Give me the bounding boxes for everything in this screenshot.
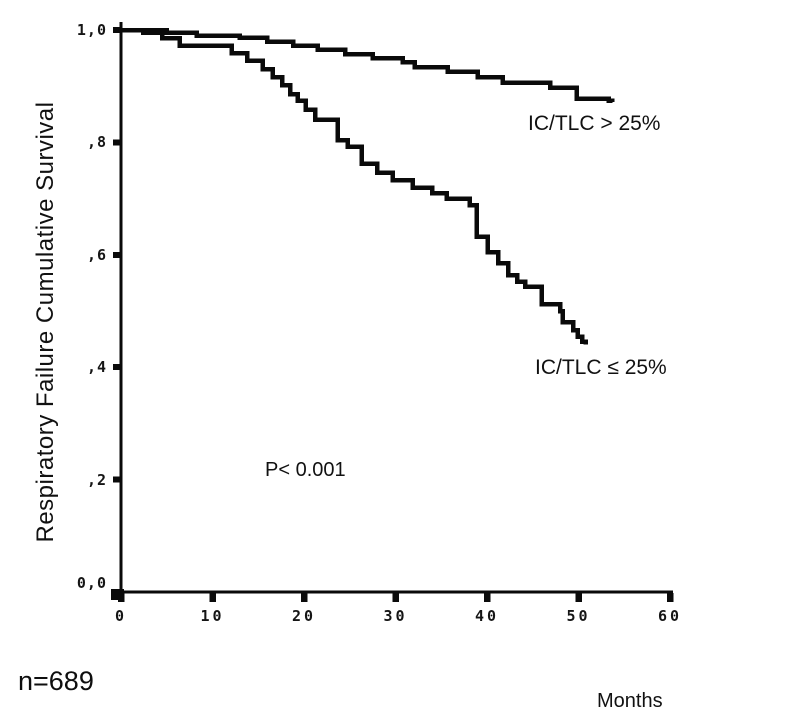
y-tick-label: 0,0 [76,574,107,592]
p-value-annotation: P< 0.001 [265,459,346,481]
y-axis-tick [113,27,122,33]
survival-curve-ic-tlc-le-25 [121,27,589,345]
y-tick-label: ,8 [86,133,107,152]
curve-label-ic-tlc-gt-25: IC/TLC > 25% [528,112,661,135]
x-axis-tick [484,593,491,602]
y-axis-line [119,22,123,593]
x-tick-label: 0 [114,607,128,625]
y-tick-label: ,6 [86,245,107,264]
curve-label-ic-tlc-le-25: IC/TLC ≤ 25% [535,356,667,379]
y-axis-tick [113,251,122,258]
y-tick-label: 1,0 [76,21,107,39]
x-axis-tick [301,593,308,602]
x-tick-label: 50 [566,607,591,625]
x-axis-tick [667,593,674,602]
x-tick-label: 30 [383,607,408,625]
x-axis-tick [392,593,399,602]
y-axis-tick [113,139,122,146]
x-tick-label: 10 [200,607,225,625]
x-axis-line [119,590,673,594]
y-axis-tick [113,476,122,483]
x-tick-label: 60 [657,607,683,625]
x-axis-tick [118,593,125,602]
survival-curve-ic-tlc-gt-25 [121,27,615,104]
y-axis-tick [113,364,122,371]
y-tick-label: ,4 [86,358,107,377]
x-axis-tick [575,593,582,602]
y-axis-origin-tick [111,589,124,600]
y-tick-label: ,2 [86,470,107,489]
sample-size-label: n=689 [18,666,94,696]
x-tick-label: 20 [291,607,317,625]
x-axis-title: Months [597,690,663,712]
x-axis-tick [209,593,216,602]
x-tick-label: 40 [474,607,500,625]
